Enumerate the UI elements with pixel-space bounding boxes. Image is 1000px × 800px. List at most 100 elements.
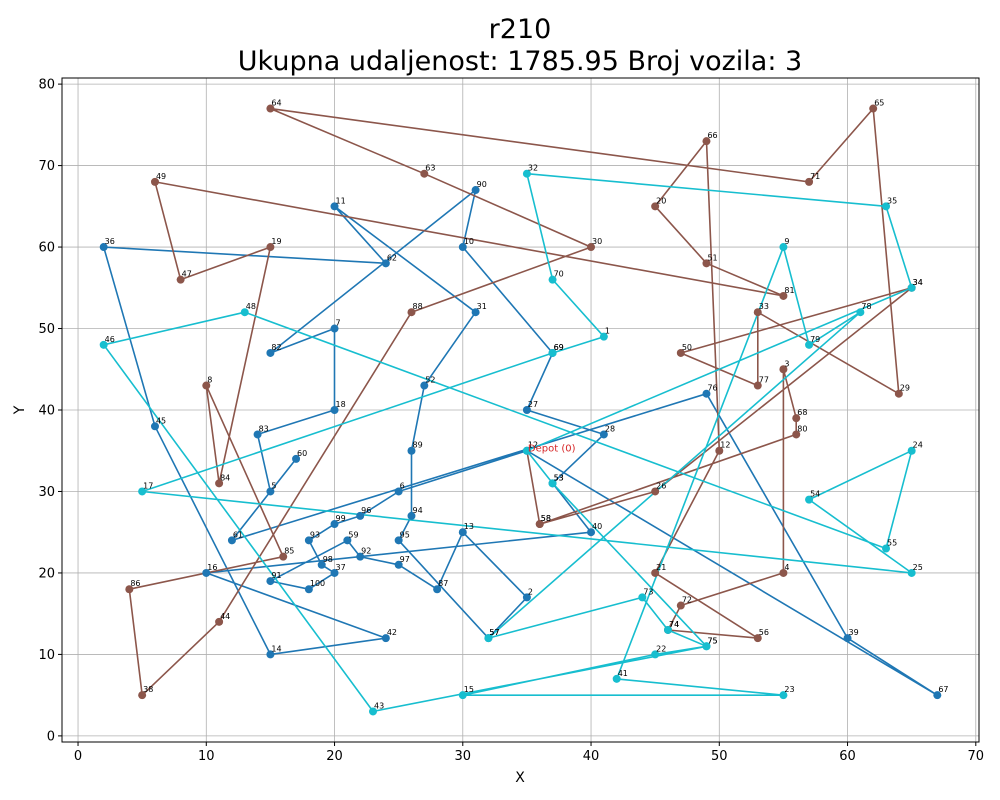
point-label: 88 [412, 302, 422, 311]
point-label: 83 [259, 424, 269, 433]
point-label: 61 [233, 530, 243, 539]
route-point [856, 308, 865, 317]
point-label: 58 [541, 514, 551, 523]
route-point [548, 348, 557, 357]
point-label: 2 [528, 587, 533, 596]
point-labels: 1269699939837100915992978713257959489523… [105, 99, 949, 711]
point-label: 92 [361, 547, 371, 556]
point-label: 77 [759, 376, 769, 385]
point-label: 89 [412, 441, 422, 450]
route-point [356, 552, 365, 561]
route-point [394, 487, 403, 496]
point-label: 71 [810, 172, 820, 181]
point-label: 97 [400, 555, 410, 564]
y-tick-label: 50 [38, 322, 55, 337]
route-point [587, 243, 596, 252]
route-point [202, 568, 211, 577]
axis-ticks: 0 10 20 30 40 50 60 70 0 10 20 30 40 50 60 70 80 [38, 78, 984, 764]
x-tick-label: 20 [326, 749, 343, 764]
route-point [907, 568, 916, 577]
route-point [779, 691, 788, 700]
point-label: 98 [323, 555, 333, 564]
point-label: 87 [438, 579, 448, 588]
route-point [587, 528, 596, 537]
depot-point [522, 446, 531, 455]
point-label: 74 [669, 620, 679, 629]
route-point [407, 446, 416, 455]
point-label: 64 [271, 99, 281, 108]
route-line-1 [102, 189, 939, 697]
route-point [753, 634, 762, 643]
route-point [779, 291, 788, 300]
point-label: 11 [336, 196, 346, 205]
route-point [407, 308, 416, 317]
point-label: 55 [887, 539, 897, 548]
route-point [420, 169, 429, 178]
route-point [843, 634, 852, 643]
point-label: 65 [874, 99, 884, 108]
point-label: 29 [900, 384, 910, 393]
point-label: 44 [220, 612, 230, 621]
route-point [599, 332, 608, 341]
route-point [215, 479, 224, 488]
route-point [522, 169, 531, 178]
route-point [933, 691, 942, 700]
point-label: 91 [271, 571, 281, 580]
route-point [651, 568, 660, 577]
point-label: 32 [528, 164, 538, 173]
route-point [882, 202, 891, 211]
route-point [907, 446, 916, 455]
route-point [676, 348, 685, 357]
route-point [471, 308, 480, 317]
point-label: 34 [913, 278, 923, 287]
route-point [612, 674, 621, 683]
route-point [369, 707, 378, 716]
point-label: 86 [130, 579, 140, 588]
route-point [343, 536, 352, 545]
route-point [882, 544, 891, 553]
point-label: 94 [412, 506, 422, 515]
point-label: 37 [336, 563, 346, 572]
point-label: 82 [271, 343, 281, 352]
point-label: 41 [618, 669, 628, 678]
point-label: 20 [656, 196, 666, 205]
route-point [599, 430, 608, 439]
route-point [99, 243, 108, 252]
route-point [266, 104, 275, 113]
point-label: 59 [348, 530, 358, 539]
route-point [317, 560, 326, 569]
point-label: 50 [682, 343, 692, 352]
route-point [266, 650, 275, 659]
route-point [651, 487, 660, 496]
y-tick-label: 80 [38, 78, 55, 93]
point-label: 16 [207, 563, 217, 572]
point-label: 52 [425, 376, 435, 385]
y-tick-label: 60 [38, 241, 55, 256]
route-point [458, 243, 467, 252]
route-point [548, 275, 557, 284]
point-label: 33 [759, 302, 769, 311]
point-label: 17 [143, 481, 153, 490]
point-label: 30 [592, 237, 602, 246]
route-point [266, 348, 275, 357]
route-point [702, 259, 711, 268]
chart-subtitle: Ukupna udaljenost: 1785.95 Broj vozila: … [238, 46, 802, 77]
route-point [356, 511, 365, 520]
route-point [792, 430, 801, 439]
point-label: 85 [284, 547, 294, 556]
y-tick-label: 0 [47, 729, 55, 744]
point-label: 48 [246, 302, 256, 311]
point-label: 26 [656, 481, 666, 490]
point-label: 60 [297, 449, 307, 458]
route-point [894, 389, 903, 398]
point-label: 53 [554, 473, 564, 482]
route-point [638, 593, 647, 602]
route-points [99, 104, 942, 716]
point-label: 22 [656, 644, 666, 653]
route-point [702, 389, 711, 398]
point-label: 13 [464, 522, 474, 531]
point-label: 70 [554, 270, 564, 279]
point-label: 69 [554, 343, 564, 352]
route-point [433, 585, 442, 594]
